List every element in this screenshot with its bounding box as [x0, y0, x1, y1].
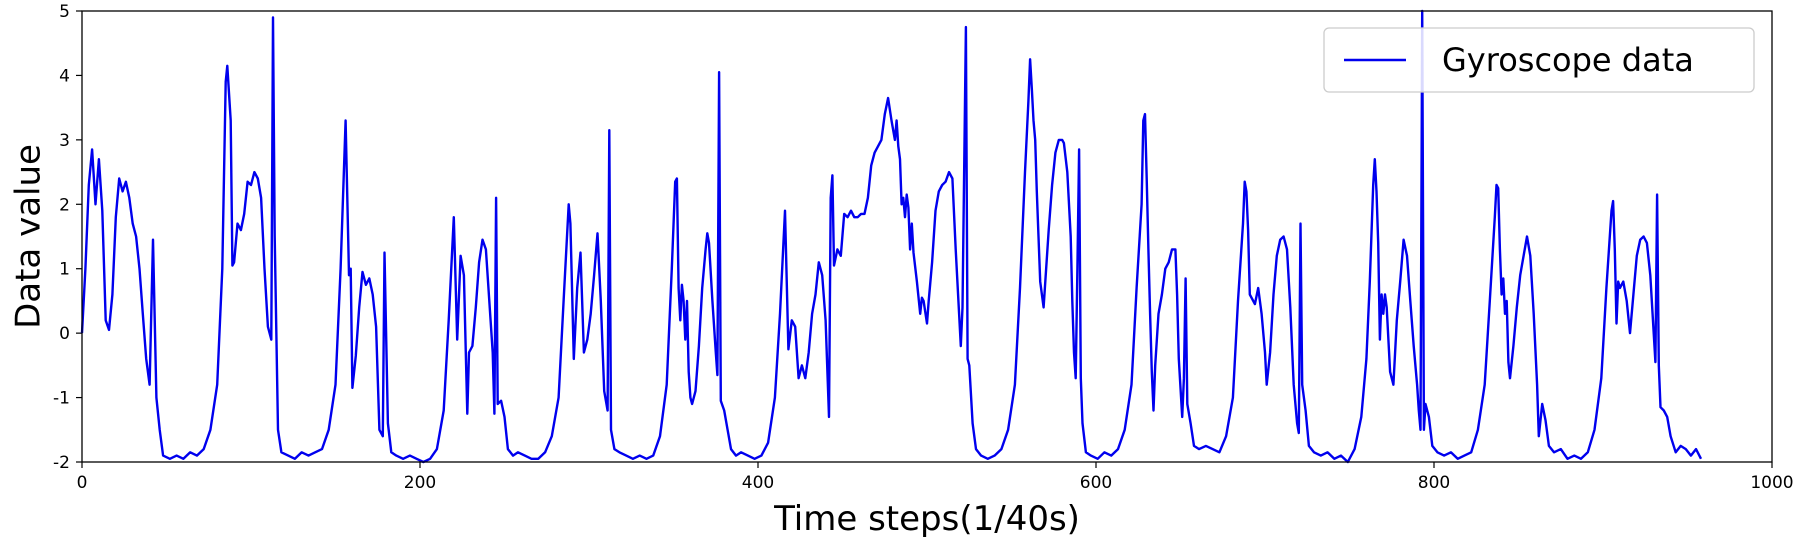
legend-label-gyroscope-data: Gyroscope data [1442, 41, 1694, 79]
y-tick-label: 4 [59, 66, 70, 86]
y-axis-ticks: -2 -1 0 1 2 3 4 5 [53, 2, 82, 473]
y-tick-label: 0 [59, 324, 70, 344]
x-tick-label: 800 [1418, 473, 1450, 493]
y-tick-label: 1 [59, 260, 70, 280]
y-tick-label: -2 [53, 453, 70, 473]
y-axis-label: Data value [9, 144, 49, 329]
legend-box [1323, 27, 1755, 93]
y-tick-label: 5 [59, 2, 70, 22]
y-tick-label: 3 [59, 131, 70, 151]
x-axis-ticks: 0 200 400 600 800 1000 [77, 462, 1794, 493]
plot-frame [81, 10, 1773, 463]
x-tick-label: 600 [1080, 473, 1112, 493]
x-tick-label: 400 [742, 473, 774, 493]
series-line-gyroscope-data [80, 9, 1703, 464]
x-tick-label: 1000 [1750, 473, 1793, 493]
legend: Gyroscope data [1323, 27, 1755, 93]
y-tick-label: 2 [59, 195, 70, 215]
y-tick-label: -1 [53, 389, 70, 409]
plot-area: 0 200 400 600 800 1000 -2 -1 0 1 2 3 4 5 [53, 2, 1794, 493]
x-tick-label: 200 [404, 473, 436, 493]
x-tick-label: 0 [77, 473, 88, 493]
x-axis-label: Time steps(1/40s) [773, 499, 1080, 539]
